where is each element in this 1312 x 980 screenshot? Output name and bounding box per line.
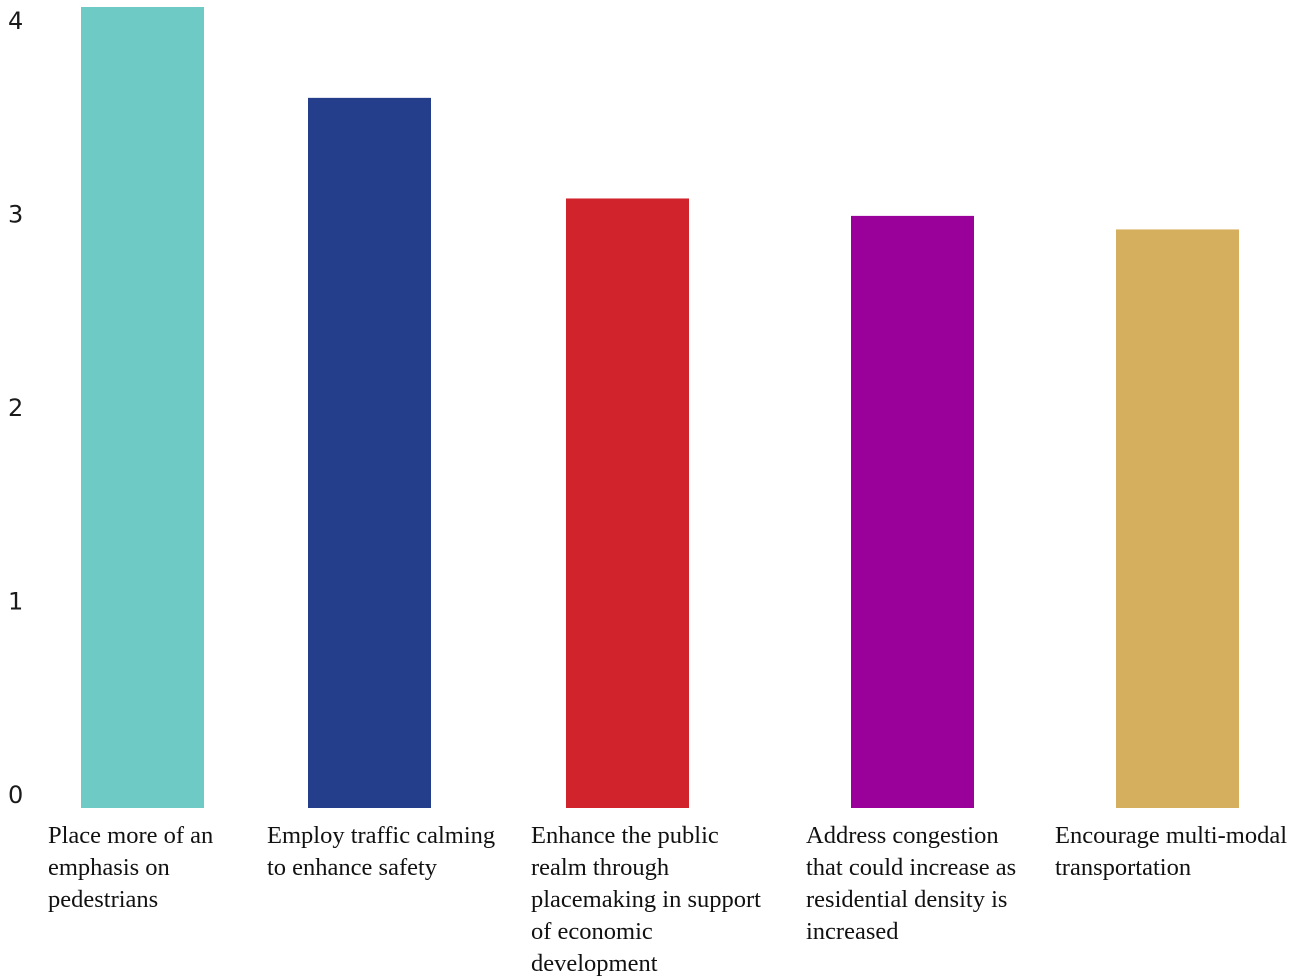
category-label: Encourage multi-modal transportation [1055,822,1287,881]
bars [81,7,1239,809]
y-tick-label: 4 [8,7,23,35]
y-tick-label: 1 [8,588,23,616]
bar [1116,229,1239,808]
y-tick-label: 2 [8,394,23,422]
bar [81,7,204,808]
bar [851,215,974,808]
y-axis: 0 1 2 3 4 [8,7,23,809]
bar [566,198,689,809]
y-tick-label: 3 [8,201,23,229]
category-label: Place more of an emphasis on pedestrians [48,822,214,913]
category-label: Employ traffic calming to enhance safety [267,822,496,881]
category-label: Address congestion that could increase a… [806,822,1017,945]
y-tick-label: 0 [8,781,23,809]
category-label: Enhance the public realm through placema… [531,822,761,977]
bar [308,97,431,809]
